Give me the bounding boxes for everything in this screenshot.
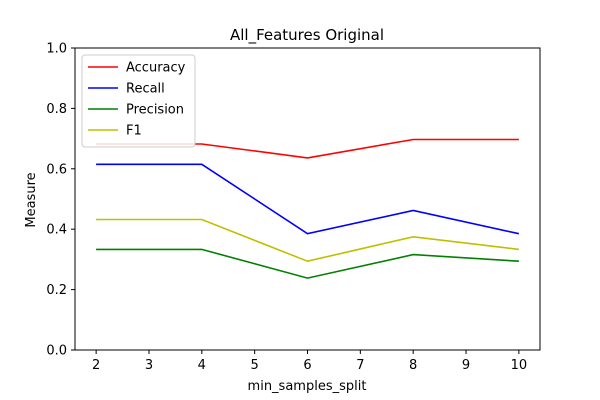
legend-label-recall: Recall <box>126 82 165 97</box>
y-tick-label: 0.0 <box>46 344 67 359</box>
y-tick-label: 0.6 <box>46 162 67 177</box>
chart-title: All_Features Original <box>230 26 384 45</box>
legend: Accuracy Recall Precision F1 <box>81 54 196 148</box>
x-tick-label: 2 <box>92 358 100 373</box>
y-axis-label: Measure <box>24 172 39 227</box>
x-tick-label: 9 <box>462 358 470 373</box>
x-tick-label: 10 <box>511 358 528 373</box>
legend-label-precision: Precision <box>126 103 184 118</box>
series-line-recall <box>96 163 520 235</box>
y-tick-label: 0.4 <box>46 223 67 238</box>
x-tick-label: 8 <box>409 358 417 373</box>
y-tick-label: 0.8 <box>46 102 67 117</box>
legend-label-f1: F1 <box>126 124 142 139</box>
legend-box <box>81 54 196 148</box>
series-line-precision <box>96 248 519 279</box>
x-tick-label: 6 <box>303 358 311 373</box>
x-tick-label: 3 <box>145 358 153 373</box>
legend-label-accuracy: Accuracy <box>126 61 186 76</box>
y-tick-label: 0.2 <box>46 283 67 298</box>
x-tick-label: 4 <box>198 358 206 373</box>
y-tick-label: 1.0 <box>46 42 67 57</box>
x-tick-label: 5 <box>251 358 259 373</box>
x-axis-label: min_samples_split <box>248 379 367 394</box>
series-line-f1 <box>96 218 519 263</box>
plot-area: 2 3 4 5 6 7 8 9 10 0.0 0.2 0.4 0.6 0.8 1.0 <box>46 42 541 373</box>
x-tick-label: 7 <box>356 358 364 373</box>
